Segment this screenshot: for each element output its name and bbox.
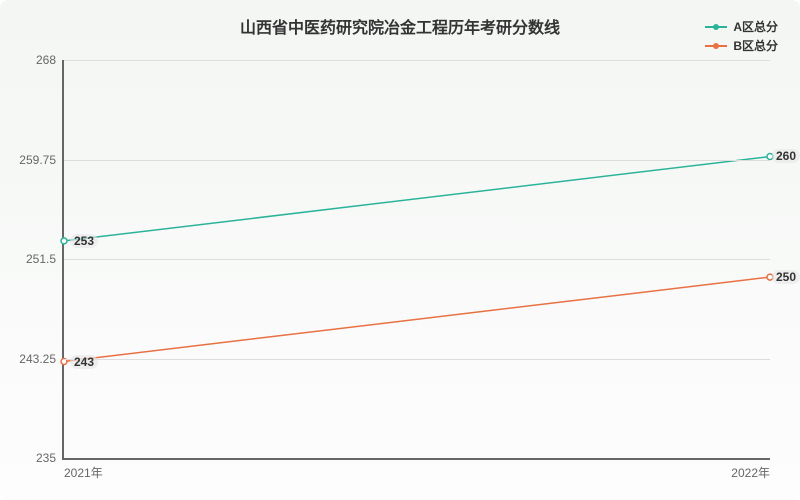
legend-item-b: B区总分 — [705, 37, 778, 54]
point-label: 250 — [772, 270, 800, 284]
y-tick-label: 259.75 — [19, 153, 64, 167]
y-tick-label: 268 — [36, 53, 64, 67]
gridline — [64, 160, 770, 161]
plot-area: 235243.25251.5259.752682021年2022年2532602… — [62, 60, 770, 460]
y-tick-label: 243.25 — [19, 352, 64, 366]
point-label: 253 — [70, 234, 98, 248]
x-tick-label: 2022年 — [731, 458, 770, 481]
gridline — [64, 259, 770, 260]
chart-container: 山西省中医药研究院冶金工程历年考研分数线 A区总分 B区总分 235243.25… — [0, 0, 800, 500]
legend-item-a: A区总分 — [705, 18, 778, 35]
legend-label-b: B区总分 — [733, 37, 778, 54]
gridline — [64, 359, 770, 360]
legend: A区总分 B区总分 — [705, 18, 778, 56]
point-label: 260 — [772, 149, 800, 163]
legend-label-a: A区总分 — [733, 18, 778, 35]
x-tick-label: 2021年 — [64, 458, 103, 481]
y-tick-label: 251.5 — [26, 252, 64, 266]
chart-title: 山西省中医药研究院冶金工程历年考研分数线 — [0, 14, 800, 38]
legend-swatch-a — [705, 26, 727, 28]
point-label: 243 — [70, 355, 98, 369]
y-tick-label: 235 — [36, 451, 64, 465]
gridline — [64, 60, 770, 61]
legend-swatch-b — [705, 45, 727, 47]
